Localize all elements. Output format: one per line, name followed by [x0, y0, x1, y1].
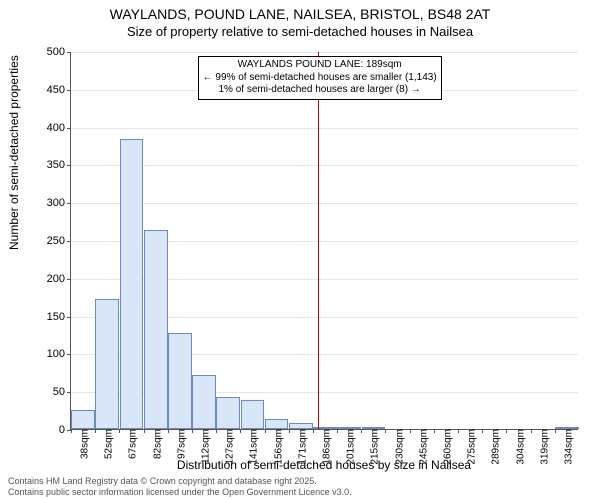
- ytick-label: 450: [47, 84, 71, 96]
- xtick-label: 97sqm: [172, 429, 187, 459]
- gridline: [71, 128, 578, 129]
- xtick-label: 82sqm: [148, 429, 163, 459]
- xtick-mark: [71, 429, 72, 433]
- y-axis-label: Number of semi-detached properties: [7, 55, 21, 250]
- annotation-box: WAYLANDS POUND LANE: 189sqm← 99% of semi…: [198, 56, 442, 100]
- reference-line: [318, 52, 319, 429]
- ytick-label: 150: [47, 311, 71, 323]
- xtick-mark: [458, 429, 459, 433]
- ytick-label: 350: [47, 159, 71, 171]
- footer-attribution: Contains HM Land Registry data © Crown c…: [8, 476, 352, 498]
- xtick-mark: [313, 429, 314, 433]
- x-axis-label: Distribution of semi-detached houses by …: [70, 458, 578, 472]
- xtick-mark: [337, 429, 338, 433]
- xtick-mark: [119, 429, 120, 433]
- histogram-bar: [168, 333, 192, 429]
- xtick-mark: [361, 429, 362, 433]
- annotation-line-1: WAYLANDS POUND LANE: 189sqm: [203, 59, 437, 72]
- plot-region: 05010015020025030035040045050038sqm52sqm…: [70, 52, 578, 430]
- xtick-mark: [555, 429, 556, 433]
- annotation-line-3: 1% of semi-detached houses are larger (8…: [203, 84, 437, 97]
- ytick-label: 0: [59, 424, 71, 436]
- xtick-mark: [168, 429, 169, 433]
- gridline: [71, 165, 578, 166]
- xtick-mark: [216, 429, 217, 433]
- ytick-label: 300: [47, 197, 71, 209]
- footer-line-1: Contains HM Land Registry data © Crown c…: [8, 476, 352, 487]
- xtick-mark: [410, 429, 411, 433]
- xtick-mark: [506, 429, 507, 433]
- xtick-mark: [240, 429, 241, 433]
- xtick-mark: [531, 429, 532, 433]
- ytick-label: 200: [47, 273, 71, 285]
- ytick-label: 400: [47, 122, 71, 134]
- xtick-mark: [385, 429, 386, 433]
- histogram-bar: [120, 139, 144, 429]
- xtick-label: 67sqm: [124, 429, 139, 459]
- histogram-bar: [265, 419, 289, 429]
- ytick-label: 250: [47, 235, 71, 247]
- histogram-bar: [192, 375, 216, 429]
- xtick-mark: [95, 429, 96, 433]
- xtick-mark: [482, 429, 483, 433]
- xtick-label: 52sqm: [100, 429, 115, 459]
- histogram-bar: [71, 410, 95, 429]
- xtick-mark: [265, 429, 266, 433]
- histogram-bar: [144, 230, 168, 429]
- xtick-mark: [192, 429, 193, 433]
- histogram-bar: [95, 299, 119, 429]
- page-title-1: WAYLANDS, POUND LANE, NAILSEA, BRISTOL, …: [0, 0, 600, 22]
- histogram-chart: 05010015020025030035040045050038sqm52sqm…: [70, 52, 578, 430]
- footer-line-2: Contains public sector information licen…: [8, 487, 352, 498]
- gridline: [71, 203, 578, 204]
- xtick-mark: [434, 429, 435, 433]
- xtick-mark: [289, 429, 290, 433]
- annotation-line-2: ← 99% of semi-detached houses are smalle…: [203, 72, 437, 85]
- ytick-label: 100: [47, 348, 71, 360]
- xtick-label: 38sqm: [76, 429, 91, 459]
- histogram-bar: [241, 400, 265, 429]
- xtick-mark: [144, 429, 145, 433]
- page-title-2: Size of property relative to semi-detach…: [0, 22, 600, 39]
- gridline: [71, 52, 578, 53]
- histogram-bar: [216, 397, 240, 430]
- ytick-label: 500: [47, 46, 71, 58]
- ytick-label: 50: [53, 386, 71, 398]
